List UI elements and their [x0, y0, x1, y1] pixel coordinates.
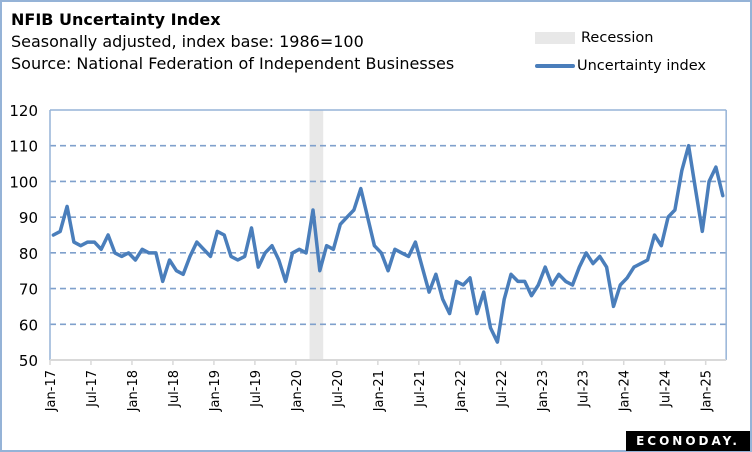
x-tick-label: Jul-22: [495, 370, 510, 408]
chart-title: NFIB Uncertainty Index: [11, 10, 221, 29]
series-group: [51, 143, 725, 344]
axes: [49, 109, 727, 361]
gridlines: [50, 144, 727, 326]
legend-swatch-recession: [535, 32, 575, 44]
chart-source: Source: National Federation of Independe…: [11, 54, 455, 73]
x-tick-label: Jan-20: [290, 370, 305, 412]
y-tick-label: 120: [9, 102, 38, 120]
legend-item-uncertainty: Uncertainty index: [535, 52, 706, 80]
x-tick-label: Jul-17: [85, 370, 100, 408]
y-tick-label: 110: [9, 138, 38, 156]
x-tick-label: Jan-25: [700, 370, 715, 412]
x-tick-label: Jan-17: [44, 370, 59, 412]
x-tick-label: Jan-19: [208, 370, 223, 412]
legend-item-recession: Recession: [535, 24, 706, 52]
x-tick-label: Jan-22: [454, 370, 469, 412]
y-tick-label: 70: [19, 281, 38, 299]
x-tick-label: Jul-18: [167, 370, 182, 408]
x-tick-label: Jul-20: [331, 370, 346, 408]
x-tick-label: Jan-23: [536, 370, 551, 412]
legend: Recession Uncertainty index: [535, 24, 706, 80]
y-tick-labels: 50 60 70 80 90 100 110 120: [9, 102, 38, 370]
x-tick-label: Jan-18: [126, 370, 141, 412]
chart-titles: NFIB Uncertainty Index Seasonally adjust…: [11, 9, 454, 75]
chart-subtitle: Seasonally adjusted, index base: 1986=10…: [11, 32, 364, 51]
x-tick-label: Jul-19: [249, 370, 264, 408]
x-tick-labels: Jan-17 Jul-17 Jan-18 Jul-18 Jan-19 Jul-19 Jan-…: [44, 360, 715, 412]
y-tick-label: 100: [9, 173, 38, 191]
x-tick-label: Jan-24: [618, 370, 633, 412]
legend-label-uncertainty: Uncertainty index: [577, 58, 706, 74]
y-tick-label: 80: [19, 245, 38, 263]
econoday-logo: ECONODAY.: [626, 431, 750, 451]
y-tick-label: 60: [19, 316, 38, 334]
series-line-uncertainty-index: [51, 143, 725, 344]
x-tick-label: Jul-24: [659, 370, 674, 408]
legend-swatch-uncertainty: [535, 64, 575, 68]
y-tick-label: 50: [19, 352, 38, 370]
x-tick-label: Jul-23: [577, 370, 592, 408]
y-tick-label: 90: [19, 209, 38, 227]
x-tick-label: Jan-21: [372, 370, 387, 412]
legend-label-recession: Recession: [581, 30, 654, 46]
x-tick-label: Jul-21: [413, 370, 428, 408]
